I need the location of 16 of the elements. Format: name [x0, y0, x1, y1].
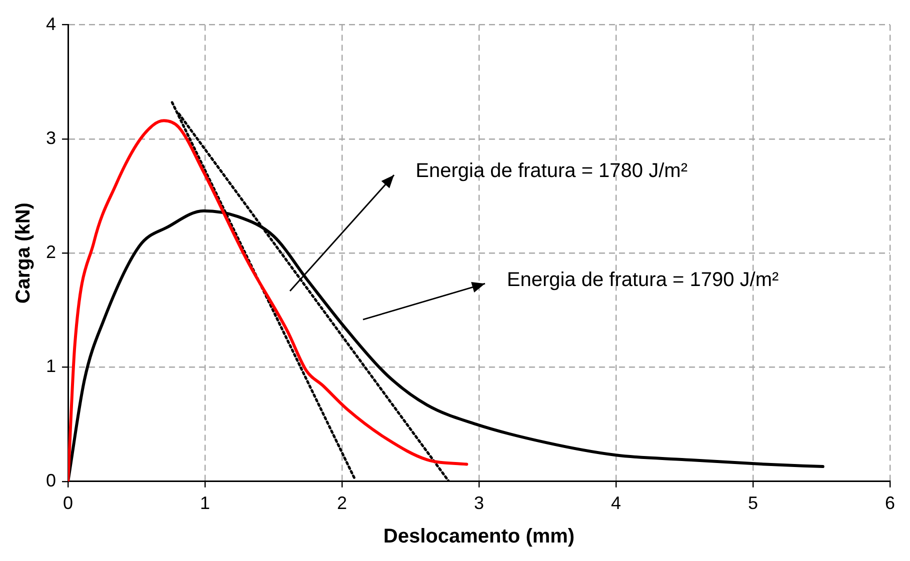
x-tick-label: 0 [63, 493, 74, 514]
y-tick-label: 2 [46, 242, 56, 262]
y-tick-label: 4 [46, 14, 56, 34]
y-axis-title: Carga (kN) [12, 202, 35, 304]
x-axis-title: Deslocamento (mm) [383, 526, 575, 548]
y-tick-label: 1 [46, 356, 56, 376]
x-tick-label: 3 [474, 493, 484, 514]
x-tick-label: 1 [200, 493, 210, 514]
x-tick-label: 2 [337, 493, 348, 514]
annotation: Energia de fratura = 1790 J/m² [506, 269, 780, 292]
x-tick-label: 4 [610, 493, 622, 514]
x-tick-label: 6 [884, 493, 896, 514]
y-tick-label: 3 [46, 128, 56, 148]
x-tick-label: 5 [748, 493, 758, 514]
annotation: Energia de fratura = 1780 J/m² [416, 160, 688, 182]
y-tick-label: 0 [46, 470, 56, 490]
